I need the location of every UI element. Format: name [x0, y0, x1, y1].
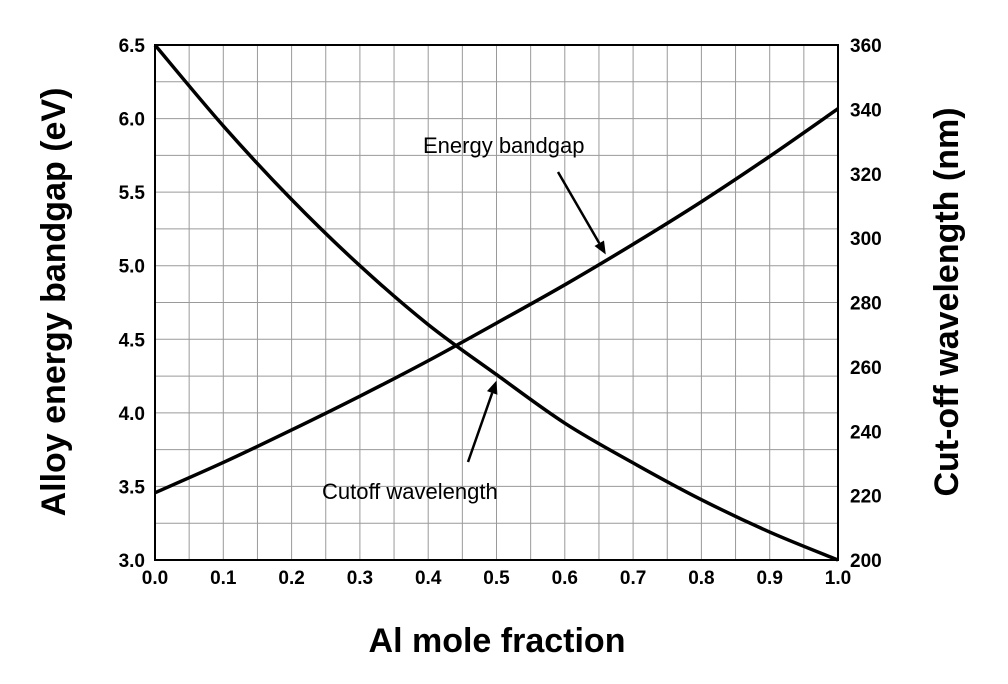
x-tick-label: 0.8 — [688, 568, 714, 589]
x-axis-title: Al mole fraction — [369, 622, 626, 660]
x-tick-label: 1.0 — [825, 568, 851, 589]
y-left-tick-label: 4.0 — [119, 404, 145, 425]
y-left-axis-title: Alloy energy bandgap (eV) — [35, 88, 73, 517]
y-left-tick-label: 6.0 — [119, 110, 145, 131]
y-right-tick-label: 340 — [850, 100, 882, 121]
x-tick-label: 0.6 — [552, 568, 578, 589]
annotations: Energy bandgap Cutoff wavelength — [322, 133, 606, 504]
y-left-tick-label: 3.0 — [119, 551, 145, 572]
x-tick-label: 0.3 — [347, 568, 373, 589]
x-tick-label: 0.2 — [278, 568, 304, 589]
y-left-tick-label: 6.5 — [119, 36, 146, 57]
x-tick-label: 0.4 — [415, 568, 442, 589]
y-right-tick-label: 260 — [850, 358, 882, 379]
series-lines — [153, 43, 840, 562]
x-tick-label: 0.1 — [210, 568, 237, 589]
y-left-tick-label: 3.5 — [119, 477, 146, 498]
x-tick-label: 0.7 — [620, 568, 646, 589]
y-right-axis-title: Cut-off wavelength (nm) — [928, 107, 966, 496]
y-right-tick-label: 280 — [850, 294, 882, 315]
annotation-arrowhead-energy-bandgap — [594, 240, 606, 255]
y-left-tick-label: 5.0 — [119, 257, 145, 278]
y-right-tick-label: 320 — [850, 165, 882, 186]
y-left-tick-label: 5.5 — [119, 183, 146, 204]
annotation-cutoff-wavelength: Cutoff wavelength — [322, 479, 498, 504]
annotation-arrow-energy-bandgap — [556, 171, 601, 244]
annotation-arrow-cutoff-wavelength — [466, 392, 494, 463]
plot-frame — [154, 44, 839, 561]
y-right-tick-label: 220 — [850, 487, 882, 508]
x-tick-label: 0.5 — [483, 568, 510, 589]
x-tick-label: 0.9 — [756, 568, 782, 589]
series-line-cutoff-wavelength — [153, 43, 839, 562]
y-left-tick-label: 4.5 — [119, 330, 146, 351]
series-line-energy-bandgap — [154, 107, 840, 495]
y-right-tick-label: 200 — [850, 551, 882, 572]
y-left-tick-labels: 3.0 3.5 4.0 4.5 5.0 5.5 6.0 6.5 — [119, 36, 146, 572]
x-tick-labels: 0.0 0.1 0.2 0.3 0.4 0.5 0.6 0.7 0.8 0.9 1.0 — [142, 568, 851, 589]
y-right-tick-label: 240 — [850, 422, 882, 443]
y-right-tick-labels: 200 220 240 260 280 300 320 340 360 — [850, 36, 882, 572]
y-right-tick-label: 300 — [850, 229, 882, 250]
annotation-energy-bandgap: Energy bandgap — [423, 133, 584, 158]
grid — [155, 45, 838, 560]
annotation-arrowhead-cutoff-wavelength — [487, 380, 498, 395]
x-tick-label: 0.0 — [142, 568, 168, 589]
y-right-tick-label: 360 — [850, 36, 882, 57]
